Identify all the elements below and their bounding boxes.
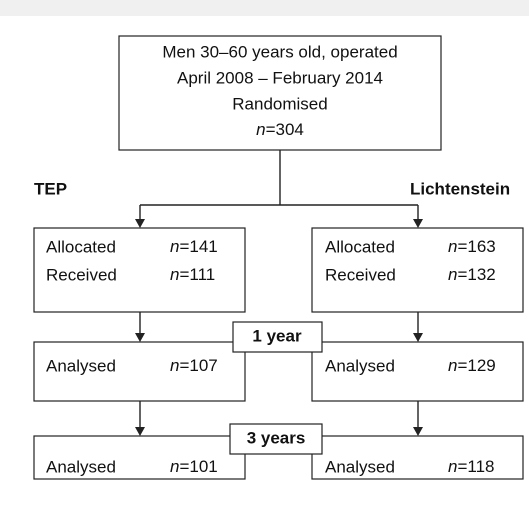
top-line: Randomised [232, 94, 327, 113]
arrow-head [135, 219, 145, 228]
row-label: Allocated [325, 237, 395, 256]
arm-box [33, 435, 246, 480]
row-label: Analysed [46, 356, 116, 375]
arm-box [311, 341, 524, 402]
top-n: n=304 [256, 120, 304, 139]
row-n: n=141 [170, 237, 218, 256]
row-n: n=111 [170, 265, 215, 284]
row-n: n=163 [448, 237, 496, 256]
row-label: Received [325, 265, 396, 284]
arrow-head [413, 219, 423, 228]
row-label: Analysed [325, 457, 395, 476]
row-label: Analysed [325, 356, 395, 375]
arm-box [33, 227, 246, 313]
row-n: n=101 [170, 457, 218, 476]
top-line: April 2008 – February 2014 [177, 68, 383, 87]
top-box [118, 35, 442, 151]
arrow-head [413, 427, 423, 436]
row-label: Received [46, 265, 117, 284]
arm-box [311, 227, 524, 313]
stage-label: 1 year [252, 326, 302, 345]
arrow-head [135, 333, 145, 342]
row-label: Analysed [46, 457, 116, 476]
row-n: n=118 [448, 457, 495, 476]
row-n: n=129 [448, 356, 496, 375]
arrows [135, 205, 423, 436]
arm-box [311, 435, 524, 480]
stage-box [232, 321, 323, 353]
top-band [0, 0, 529, 16]
row-n: n=107 [170, 356, 218, 375]
arrow-head [135, 427, 145, 436]
top-line: Men 30–60 years old, operated [162, 42, 397, 61]
arrow-head [413, 333, 423, 342]
arm-name: Lichtenstein [410, 179, 510, 198]
row-n: n=132 [448, 265, 496, 284]
stage-label: 3 years [247, 428, 306, 447]
row-label: Allocated [46, 237, 116, 256]
arm-name: TEP [34, 179, 67, 198]
arm-box [33, 341, 246, 402]
stage-box [229, 423, 323, 455]
